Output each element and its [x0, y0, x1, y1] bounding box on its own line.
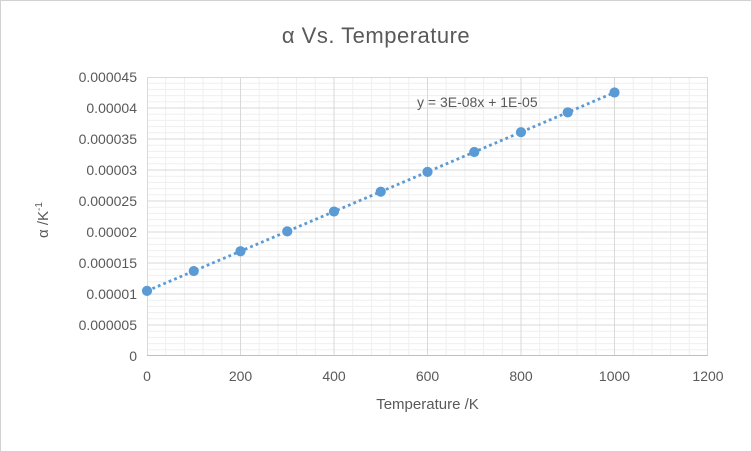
- data-point: [188, 265, 199, 277]
- y-axis-title: α /K-1: [34, 202, 52, 238]
- chart-title: α Vs. Temperature: [281, 23, 471, 48]
- x-tick-label: 200: [228, 368, 253, 384]
- x-tick-label: 400: [322, 368, 346, 384]
- data-point: [235, 246, 246, 257]
- x-axis-title: Temperature /K: [376, 396, 479, 413]
- data-point: [469, 146, 480, 158]
- y-tick-label: 0.00002: [86, 224, 137, 240]
- data-point: [282, 226, 293, 237]
- data-point: [562, 107, 573, 118]
- y-axis-title-exponent: -1: [34, 202, 45, 211]
- x-tick-label: 1000: [598, 368, 631, 384]
- plot-area: [141, 77, 708, 356]
- data-point: [422, 166, 433, 177]
- y-axis-tick-labels: 0.000045 0.00004 0.000035 0.00003 0.000025 0.…: [1, 1, 137, 451]
- chart-canvas: [141, 77, 708, 356]
- y-tick-label: 0.000005: [78, 317, 137, 333]
- data-point: [515, 127, 527, 138]
- trendline-equation-label: y = 3E-08x + 1E-05: [417, 94, 538, 110]
- x-tick-label: 0: [143, 368, 151, 384]
- y-tick-label: 0.000025: [78, 193, 137, 209]
- y-tick-label: 0.000045: [78, 69, 137, 85]
- y-tick-label: 0.00004: [86, 100, 137, 116]
- y-tick-label: 0: [129, 348, 137, 364]
- y-tick-label: 0.00003: [86, 162, 137, 178]
- x-tick-label: 600: [415, 368, 440, 384]
- data-points: [141, 87, 620, 296]
- y-tick-label: 0.000015: [78, 255, 137, 271]
- major-gridlines: [147, 77, 708, 356]
- y-tick-label: 0.00001: [86, 286, 137, 302]
- data-point: [609, 87, 620, 98]
- y-tick-label: 0.000035: [78, 131, 137, 147]
- x-tick-label: 1200: [692, 368, 724, 384]
- x-tick-label: 800: [509, 368, 533, 384]
- data-point: [141, 285, 153, 296]
- data-point: [375, 186, 386, 197]
- y-axis-title-base: α /K: [35, 210, 52, 238]
- data-point: [328, 206, 340, 217]
